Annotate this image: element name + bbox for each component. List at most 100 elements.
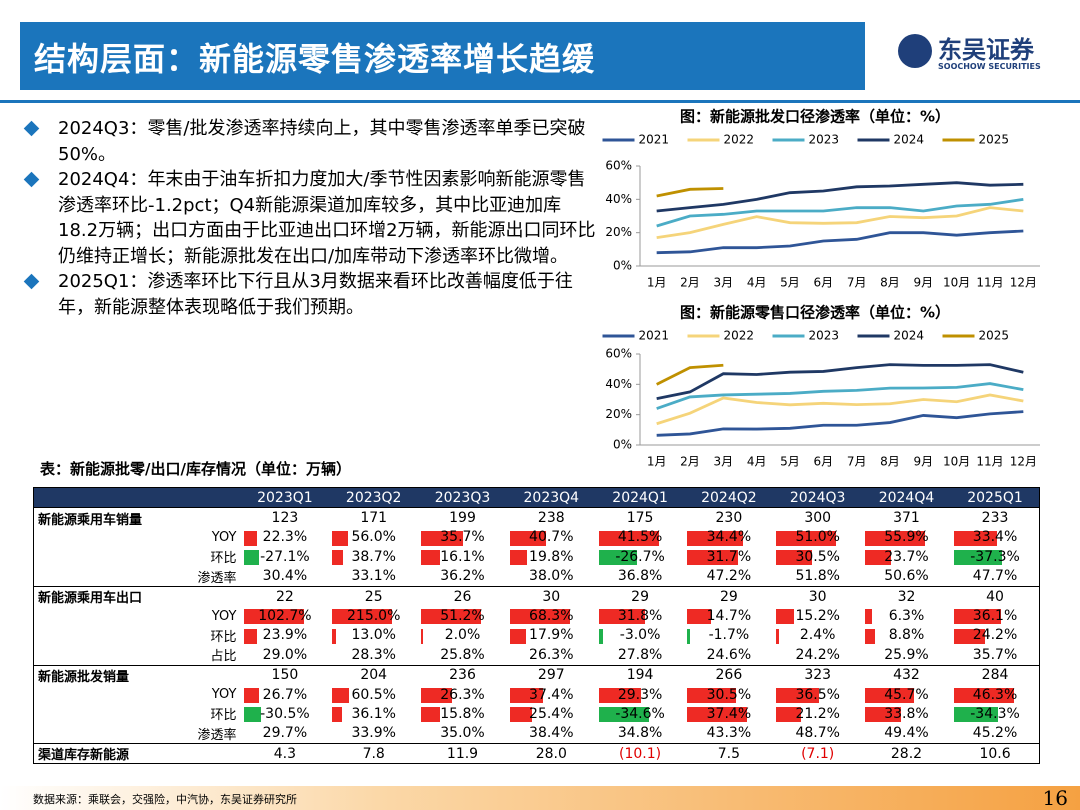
data-bar: [332, 609, 393, 625]
cell: 175: [595, 507, 685, 528]
cell-text: 33.1%: [351, 568, 396, 585]
data-bar: [332, 687, 350, 703]
data-bar: [509, 687, 543, 703]
data-bar: [776, 550, 813, 566]
cell: 35.0%: [418, 724, 507, 744]
x-tick-label: 7月: [847, 276, 867, 290]
data-bar: [598, 687, 642, 703]
cell: 24.2%: [951, 626, 1040, 645]
cell: 26.3%: [507, 645, 596, 665]
cell: 233: [950, 507, 1040, 528]
cell: 23.7%: [862, 547, 951, 566]
legend-label: 2022: [724, 133, 755, 147]
sub-row: YOY 102.7% 215.0% 51.2% 68.3% 31.8% 14.7% 15.2%…: [34, 606, 1040, 625]
data-bar: [598, 609, 645, 625]
bullet-list: 2024Q3：零售/批发渗透率持续向上，其中零售渗透率单季已突破50%。 2024…: [22, 116, 597, 320]
bullet: 2025Q1：渗透率环比下行且从3月数据来看环比改善幅度低于往年，新能源整体表现…: [22, 269, 597, 320]
cell: 297: [506, 664, 596, 685]
cell: 13.0%: [329, 626, 418, 645]
cell: -1.7%: [684, 626, 773, 645]
data-bar: [776, 707, 802, 723]
cell: 34.4%: [684, 528, 773, 547]
x-tick-label: 11月: [976, 455, 1003, 469]
data-bar: [776, 687, 820, 703]
data-bar: [243, 609, 304, 625]
cell: 25: [329, 585, 419, 607]
cell-text: 38.7%: [351, 548, 396, 565]
cell: 28.2: [862, 743, 951, 764]
data-bar: [776, 628, 780, 644]
cell: 10.6: [950, 743, 1040, 764]
cell-text: 215.0%: [347, 608, 401, 625]
cell: 48.7%: [773, 724, 862, 744]
cell: 45.2%: [951, 724, 1040, 744]
x-tick-label: 4月: [747, 276, 767, 290]
y-tick-label: 40%: [605, 192, 632, 206]
cell-text: 51.0%: [795, 529, 840, 546]
row-label: 环比: [210, 551, 237, 567]
data-bar: [776, 530, 837, 546]
cell-text: 6.3%: [888, 608, 925, 625]
cell-text: 29.7%: [262, 725, 308, 742]
cell: 36.8%: [596, 567, 685, 587]
cell: 38.0%: [507, 567, 596, 587]
row-label: 渗透率: [197, 727, 237, 743]
data-bar: [509, 530, 546, 546]
data-bar: [243, 530, 257, 546]
y-tick-label: 40%: [605, 377, 632, 391]
cell: 15.8%: [418, 704, 507, 723]
header-cell: 2023Q1: [240, 487, 330, 508]
cell: 22.3%: [241, 528, 330, 547]
cell-text: 36.2%: [440, 568, 485, 585]
cell: 230: [684, 507, 774, 528]
cell: 2.4%: [773, 626, 862, 645]
cell: 33.1%: [329, 567, 418, 587]
data-bar: [243, 550, 260, 566]
data-bar: [953, 550, 1003, 566]
header-cell: 2024Q3: [773, 487, 863, 508]
cell: 25.4%: [507, 704, 596, 723]
cell-text: 47.2%: [706, 568, 752, 585]
cell: 47.2%: [684, 567, 773, 587]
cell-text: 36.5%: [795, 686, 840, 703]
y-tick-label: 60%: [605, 159, 632, 173]
cell: 26.3%: [418, 685, 507, 704]
cell-text: 36.1%: [351, 705, 396, 722]
cell: 123: [240, 507, 330, 528]
cell: 236: [418, 664, 507, 685]
x-tick-label: 1月: [647, 455, 667, 469]
x-tick-label: 8月: [880, 455, 900, 469]
data-bar: [953, 707, 999, 723]
cell-text: 24.6%: [706, 646, 752, 663]
x-tick-label: 9月: [914, 276, 934, 290]
cell-text: 45.7%: [884, 686, 929, 703]
x-tick-label: 6月: [814, 276, 834, 290]
cell: 8.8%: [862, 626, 951, 645]
data-bar: [865, 550, 891, 566]
cell: 25.9%: [862, 645, 951, 665]
footer: 数据来源：乘联会，交强险，中汽协，东吴证券研究所 16: [0, 786, 1080, 810]
y-tick-label: 0%: [613, 259, 632, 273]
cell-text: 36.1%: [972, 608, 1018, 625]
cell-text: 2.0%: [444, 627, 481, 644]
cell: -34.3%: [951, 704, 1040, 723]
bullet: 2024Q4：年末由于油车折扣力度加大/季节性因素影响新能源零售渗透率环比-1.…: [22, 167, 597, 269]
cell: 24.6%: [684, 645, 773, 665]
cell-text: 33.4%: [972, 529, 1018, 546]
bullet-text: 年末由于油车折扣力度加大/季节性因素影响新能源零售渗透率环比-1.2pct；Q4…: [58, 169, 596, 267]
sub-row: YOY 22.3% 56.0% 35.7% 40.7% 41.5% 34.4% 51.0% 55…: [34, 528, 1040, 547]
data-bar: [865, 628, 875, 644]
cell: 31.8%: [596, 606, 685, 625]
row-label: 环比: [210, 629, 237, 645]
cell: 40.7%: [507, 528, 596, 547]
cell-text: 31.7%: [706, 548, 752, 565]
cell: 27.8%: [596, 645, 685, 665]
cell: 46.3%: [951, 685, 1040, 704]
cell: 7.5: [684, 743, 774, 764]
x-tick-label: 8月: [880, 276, 900, 290]
cell: 26.7%: [241, 685, 330, 704]
cell: 6.3%: [862, 606, 951, 625]
series-line: [656, 363, 1024, 400]
header-cell: 2025Q1: [950, 487, 1040, 508]
